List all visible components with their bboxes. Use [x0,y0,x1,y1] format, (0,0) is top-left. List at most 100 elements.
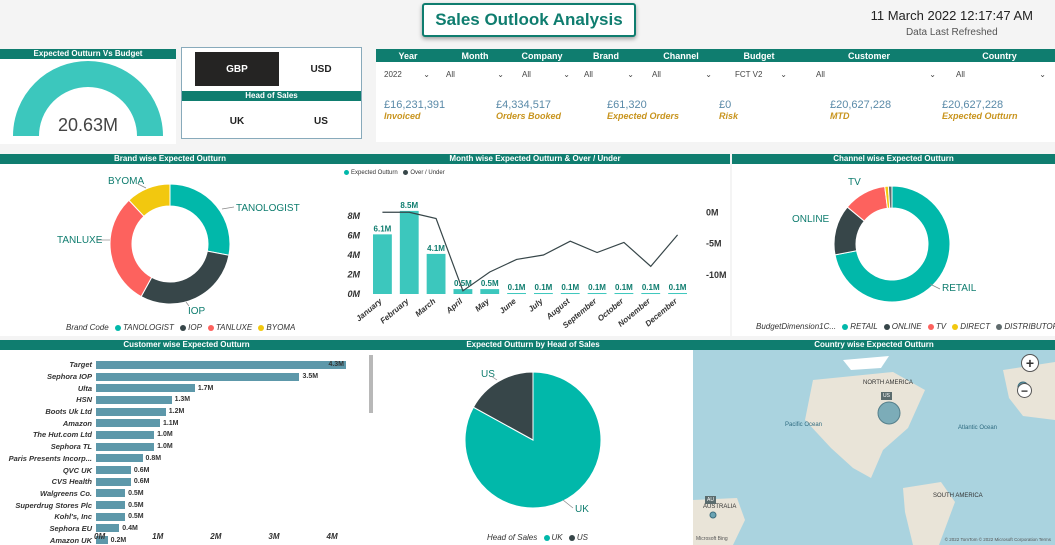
customer-bar[interactable] [96,454,143,463]
chevron-down-icon: ⌄ [627,70,634,79]
customer-bar[interactable] [96,384,195,393]
channel-slice-distributors[interactable] [887,185,893,209]
hos-legend-us[interactable]: US [576,533,588,542]
customer-bar[interactable] [96,419,160,428]
brand-legend-byoma[interactable]: BYOMA [266,323,296,332]
brand-slice-byoma[interactable] [128,183,171,218]
customer-bar[interactable] [96,442,155,451]
customer-bar[interactable] [96,512,126,521]
customer-bar[interactable] [96,372,300,381]
over-under-line[interactable] [382,211,679,292]
month-bar-march[interactable] [426,253,446,294]
customer-row[interactable]: Kohl's, Inc 0.5M [0,511,360,523]
month-legend-outturn[interactable]: Expected Outturn [351,170,398,177]
currency-usd-button[interactable]: USD [310,63,332,75]
channel-dropdown[interactable]: All ⌄ [652,70,712,79]
channel-leader-line [929,283,941,290]
customer-bar[interactable] [96,536,108,545]
filter-header-year: Year [398,50,418,61]
month-bar-july[interactable] [534,293,553,295]
month-bar-august[interactable] [560,293,580,295]
chevron-down-icon: ⌄ [1039,70,1046,79]
brand-legend-tanluxe[interactable]: TANLUXE [215,323,253,332]
customer-row[interactable]: Target 4.3M [0,359,360,371]
hos-label-uk: UK [575,504,589,515]
channel-legend-tv[interactable]: TV [935,322,947,331]
company-dropdown[interactable]: All ⌄ [522,70,570,79]
channel-legend-direct[interactable]: DIRECT [960,322,991,331]
brand-chart-panel: TANOLOGIST IOP TANLUXE BYOMA Brand Code TAN… [0,164,340,336]
us-bubble[interactable] [877,401,901,425]
month-bar-february[interactable] [399,210,419,294]
hos-slice-uk[interactable] [464,371,602,509]
customer-row[interactable]: Amazon UK 0.2M [0,534,360,545]
brand-legend-tanologist[interactable]: TANOLOGIST [122,323,174,332]
customer-bar[interactable] [96,407,166,416]
customer-name: Sephora TL [50,442,92,452]
brand-slice-iop[interactable] [140,250,230,305]
month-chart-panel: Expected Outturn Over / Under 0M 2M 4M 6M 8M… [340,164,730,336]
brand-leader-line [137,183,147,189]
customer-row[interactable]: Sephora TL 1.0M [0,441,360,453]
channel-legend-distributors[interactable]: DISTRIBUTORS [1004,322,1055,331]
customer-bar[interactable] [96,489,126,498]
budget-dropdown[interactable]: FCT V2 ⌄ [735,70,787,79]
country-map[interactable]: NORTH AMERICA SOUTH AMERICA AUSTRALIA Pa… [693,350,1055,545]
customer-bar[interactable] [96,477,131,486]
customer-bar-label: 1.2M [168,408,185,416]
customer-row[interactable]: Sephora IOP 3.5M [0,371,360,383]
head-of-sales-uk-button[interactable]: UK [229,115,245,127]
customer-bar[interactable] [96,466,131,475]
customer-bar[interactable] [96,395,172,404]
month-bar-december[interactable] [668,293,687,295]
map-label-pacific: Pacific Ocean [785,422,823,428]
customer-row[interactable]: The Hut.com Ltd 1.0M [0,429,360,441]
brand-dropdown[interactable]: All ⌄ [584,70,634,79]
channel-label-retail: RETAIL [942,283,977,294]
month-bar-may[interactable] [480,289,500,294]
customer-bar-label: 0.5M [128,501,144,509]
country-dropdown[interactable]: All ⌄ [956,70,1046,79]
month-legend-over-under[interactable]: Over / Under [410,170,445,177]
brand-slice-tanologist[interactable] [169,183,231,256]
brand-legend-iop[interactable]: IOP [188,323,202,332]
customer-row[interactable]: HSN 1.3M [0,394,360,406]
month-bar-october[interactable] [614,293,634,295]
currency-gbp-button[interactable]: GBP [195,52,279,86]
hos-legend-uk[interactable]: UK [551,533,563,542]
month-bar-june[interactable] [507,293,526,295]
customer-row[interactable]: CVS Health 0.6M [0,476,360,488]
south-america-shape [903,482,955,545]
customer-row[interactable]: QVC UK 0.6M [0,464,360,476]
customer-bar[interactable] [96,501,126,510]
kpi-orders-booked: £4,334,517 Orders Booked [496,99,562,121]
customer-row[interactable]: Walgreens Co. 0.5M [0,488,360,500]
month-bar-january[interactable] [373,234,392,294]
legend-swatch [207,324,214,331]
channel-legend-retail[interactable]: RETAIL [850,322,878,331]
customer-row[interactable]: Paris Presents Incorp... 0.8M [0,453,360,465]
zoom-in-button[interactable]: + [1021,354,1039,372]
hos-slice-us[interactable] [472,371,534,441]
month-dropdown[interactable]: All ⌄ [446,70,504,79]
customer-row[interactable]: Superdrug Stores Plc 0.5M [0,499,360,511]
head-of-sales-us-button[interactable]: US [314,115,328,127]
year-dropdown[interactable]: 2022 ⌄ [384,70,430,79]
customer-dropdown[interactable]: All ⌄ [816,70,936,79]
month-bar-september[interactable] [587,293,607,295]
customer-row[interactable]: Amazon 1.1M [0,417,360,429]
customer-row[interactable]: Boots Uk Ltd 1.2M [0,406,360,418]
customer-row[interactable]: Ulta 1.7M [0,382,360,394]
zoom-out-button[interactable]: − [1017,383,1032,398]
customer-row[interactable]: Sephora EU 0.4M [0,523,360,535]
hos-chart-panel: UK US Head of Sales UK US [373,350,693,545]
channel-legend-online[interactable]: ONLINE [891,322,922,331]
kpi-mtd: £20,627,228 MTD [830,99,892,121]
au-bubble[interactable] [709,511,717,519]
customer-bar[interactable] [96,430,155,439]
customer-bar[interactable]: 4.3M [96,360,346,369]
channel-slice-retail[interactable] [834,185,951,303]
month-bar-november[interactable] [641,293,661,295]
customer-scrollbar[interactable] [369,355,373,413]
customer-bar[interactable] [96,524,120,533]
